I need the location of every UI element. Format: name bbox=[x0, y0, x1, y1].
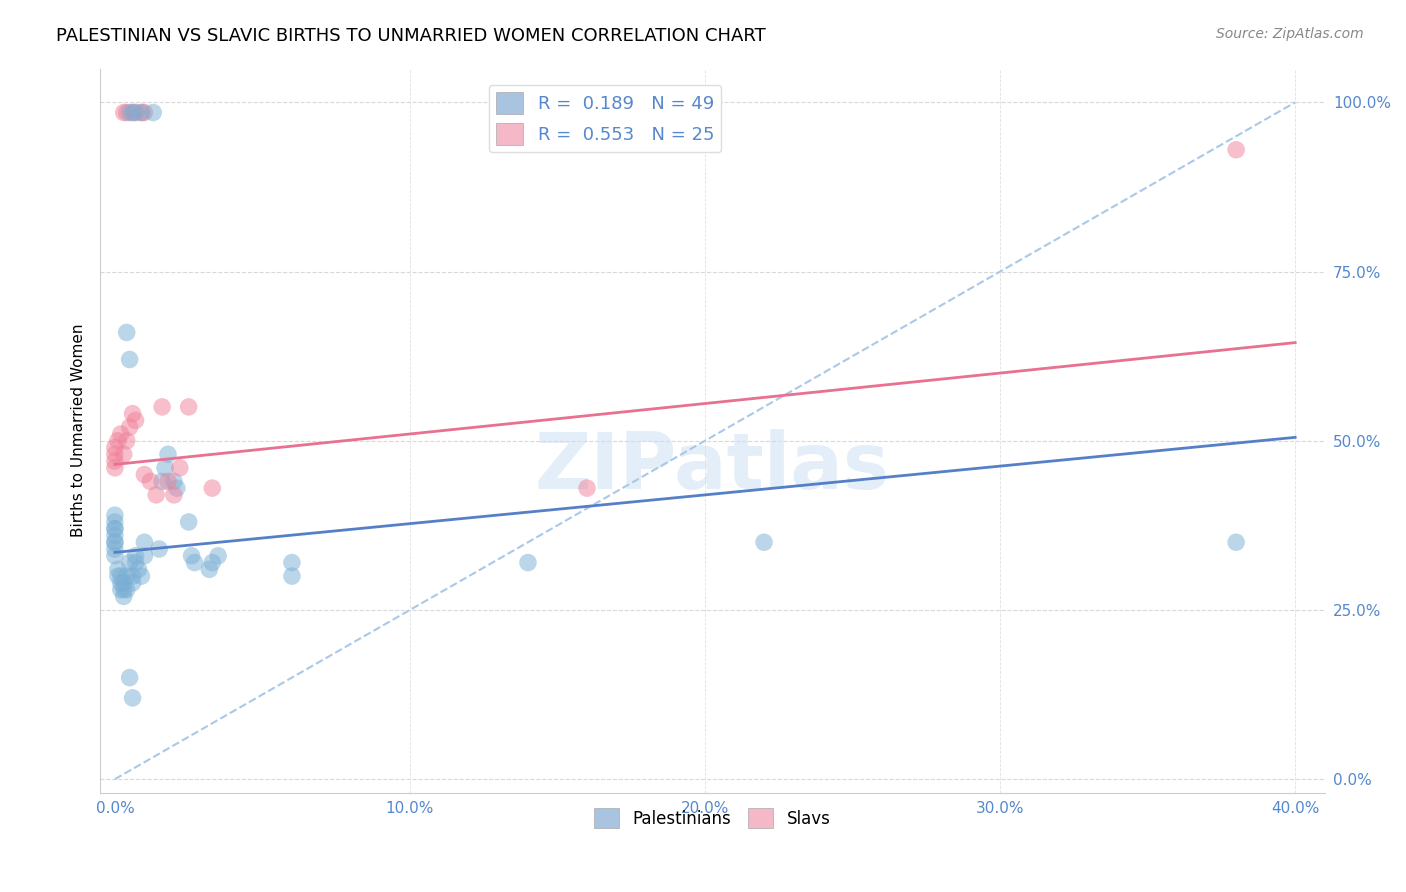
Point bbox=[118, 671, 141, 685]
Point bbox=[139, 475, 162, 489]
Point bbox=[183, 556, 205, 570]
Point bbox=[145, 488, 167, 502]
Point bbox=[118, 105, 141, 120]
Text: PALESTINIAN VS SLAVIC BIRTHS TO UNMARRIED WOMEN CORRELATION CHART: PALESTINIAN VS SLAVIC BIRTHS TO UNMARRIE… bbox=[56, 27, 766, 45]
Point bbox=[112, 575, 135, 590]
Point bbox=[112, 582, 135, 597]
Point bbox=[110, 575, 132, 590]
Point bbox=[104, 535, 127, 549]
Point bbox=[110, 582, 132, 597]
Point bbox=[112, 447, 135, 461]
Point bbox=[201, 481, 224, 495]
Point bbox=[112, 590, 135, 604]
Point bbox=[104, 522, 127, 536]
Point bbox=[142, 105, 165, 120]
Point bbox=[110, 569, 132, 583]
Point bbox=[115, 434, 138, 448]
Point bbox=[131, 105, 153, 120]
Point bbox=[121, 690, 143, 705]
Point bbox=[281, 569, 304, 583]
Point bbox=[118, 420, 141, 434]
Point bbox=[124, 413, 146, 427]
Point bbox=[131, 105, 153, 120]
Point bbox=[150, 475, 173, 489]
Point bbox=[281, 556, 304, 570]
Point bbox=[107, 569, 129, 583]
Text: Source: ZipAtlas.com: Source: ZipAtlas.com bbox=[1216, 27, 1364, 41]
Point bbox=[104, 535, 127, 549]
Point bbox=[156, 475, 179, 489]
Text: ZIPatlas: ZIPatlas bbox=[534, 429, 890, 505]
Point bbox=[115, 326, 138, 340]
Legend: Palestinians, Slavs: Palestinians, Slavs bbox=[588, 801, 837, 835]
Point bbox=[104, 528, 127, 542]
Point bbox=[169, 460, 191, 475]
Point bbox=[153, 460, 176, 475]
Point bbox=[134, 535, 156, 549]
Point bbox=[104, 522, 127, 536]
Point bbox=[104, 454, 127, 468]
Y-axis label: Births to Unmarried Women: Births to Unmarried Women bbox=[72, 324, 86, 537]
Point bbox=[150, 400, 173, 414]
Point bbox=[163, 488, 186, 502]
Point bbox=[180, 549, 202, 563]
Point bbox=[1225, 143, 1247, 157]
Point bbox=[177, 400, 200, 414]
Point bbox=[121, 407, 143, 421]
Point bbox=[104, 515, 127, 529]
Point bbox=[148, 541, 170, 556]
Point bbox=[121, 569, 143, 583]
Point bbox=[104, 541, 127, 556]
Point bbox=[517, 556, 540, 570]
Point bbox=[134, 467, 156, 482]
Point bbox=[124, 105, 146, 120]
Point bbox=[198, 562, 221, 576]
Point bbox=[121, 105, 143, 120]
Point bbox=[131, 569, 153, 583]
Point bbox=[104, 441, 127, 455]
Point bbox=[115, 569, 138, 583]
Point bbox=[107, 562, 129, 576]
Point bbox=[104, 508, 127, 523]
Point bbox=[121, 575, 143, 590]
Point bbox=[107, 434, 129, 448]
Point bbox=[752, 535, 775, 549]
Point bbox=[575, 481, 598, 495]
Point bbox=[115, 105, 138, 120]
Point bbox=[201, 556, 224, 570]
Point bbox=[124, 549, 146, 563]
Point bbox=[118, 352, 141, 367]
Point bbox=[166, 481, 188, 495]
Point bbox=[104, 549, 127, 563]
Point bbox=[1225, 535, 1247, 549]
Point bbox=[177, 515, 200, 529]
Point bbox=[134, 549, 156, 563]
Point bbox=[122, 105, 145, 120]
Point bbox=[104, 460, 127, 475]
Point bbox=[118, 556, 141, 570]
Point bbox=[110, 427, 132, 442]
Point bbox=[156, 447, 179, 461]
Point bbox=[207, 549, 229, 563]
Point bbox=[163, 475, 186, 489]
Point bbox=[104, 447, 127, 461]
Point bbox=[124, 556, 146, 570]
Point bbox=[112, 105, 135, 120]
Point bbox=[115, 582, 138, 597]
Point bbox=[134, 105, 156, 120]
Point bbox=[127, 562, 149, 576]
